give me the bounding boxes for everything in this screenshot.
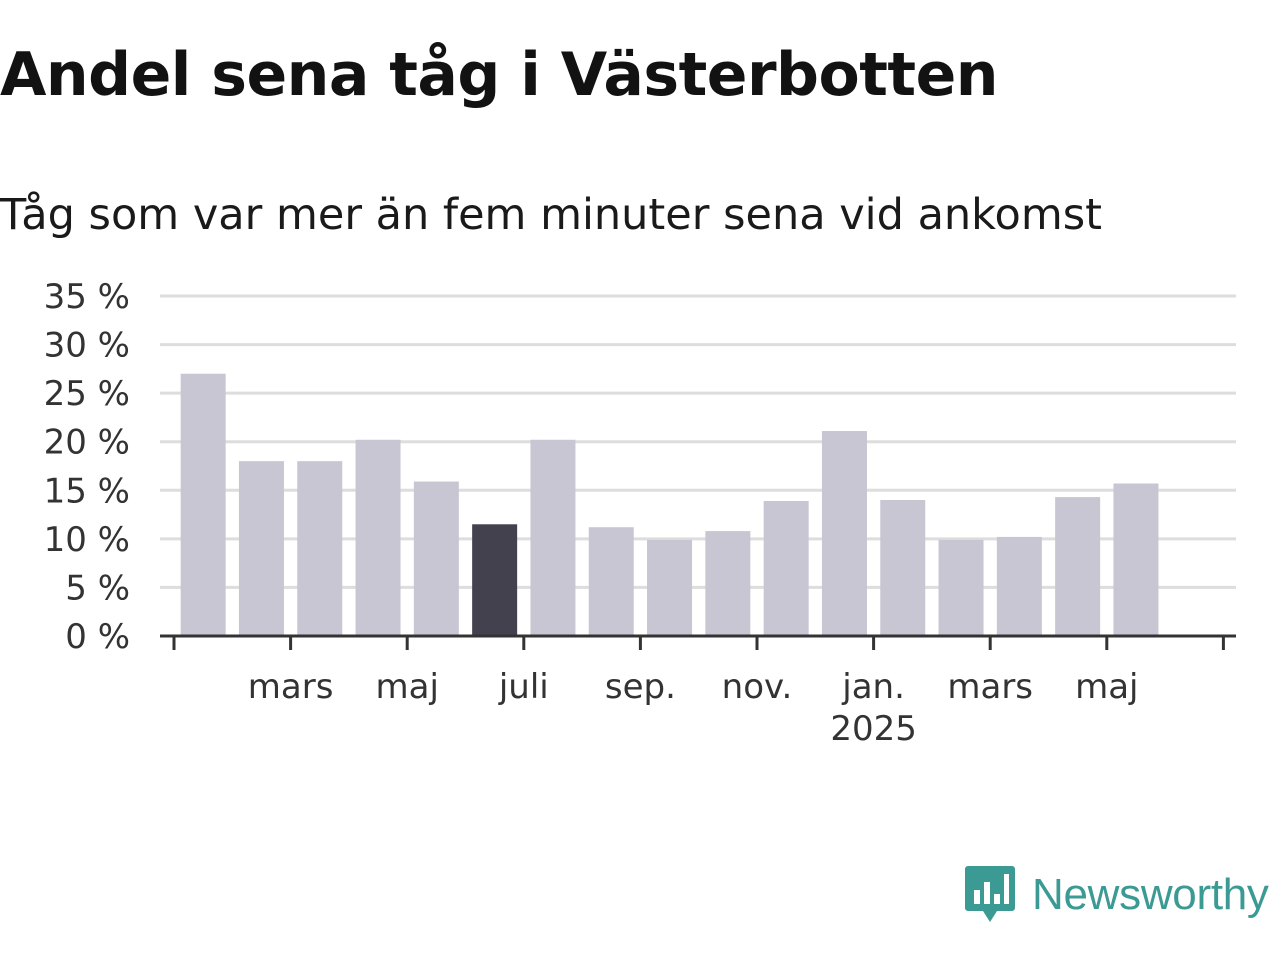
bar-16 xyxy=(1055,497,1101,636)
x-tick-label: mars xyxy=(248,667,334,707)
chart-title: Andel sena tåg i Västerbotten xyxy=(0,40,998,110)
newsworthy-logo-icon xyxy=(965,866,1015,922)
bar-12 xyxy=(821,431,867,636)
bar-6 xyxy=(472,524,518,636)
bar-17 xyxy=(1113,483,1159,636)
x-tick-label: nov. xyxy=(722,667,793,707)
x-tick-label: mars xyxy=(947,667,1033,707)
x-tick-label: juli xyxy=(498,667,549,707)
bar-4 xyxy=(355,439,401,636)
bar-14 xyxy=(938,539,984,636)
bar-2 xyxy=(238,461,284,636)
x-tick-label: sep. xyxy=(605,667,676,707)
bar-3 xyxy=(297,461,343,636)
y-tick-label: 15 % xyxy=(44,471,130,511)
chart-subtitle: Tåg som var mer än fem minuter sena vid … xyxy=(0,190,1103,240)
bar-9 xyxy=(647,539,693,636)
y-tick-label: 0 % xyxy=(65,617,130,657)
y-tick-label: 25 % xyxy=(44,374,130,414)
y-tick-label: 10 % xyxy=(44,520,130,560)
y-tick-label: 20 % xyxy=(44,423,130,463)
x-tick-year-label: 2025 xyxy=(830,709,917,749)
bar-11 xyxy=(763,500,809,636)
bar-7 xyxy=(530,439,576,636)
brand-name: Newsworthy xyxy=(1032,870,1269,919)
x-tick-label: jan. xyxy=(841,667,905,707)
bar-5 xyxy=(413,481,459,636)
bar-8 xyxy=(588,527,634,636)
bar-1 xyxy=(180,373,226,636)
y-tick-label: 35 % xyxy=(44,277,130,317)
x-tick-label: maj xyxy=(375,667,438,707)
bar-10 xyxy=(705,531,751,636)
bar-15 xyxy=(996,536,1042,636)
y-tick-label: 30 % xyxy=(44,326,130,366)
y-tick-label: 5 % xyxy=(65,568,130,608)
x-tick-label: maj xyxy=(1075,667,1138,707)
brand-logo: Newsworthy xyxy=(964,864,1269,926)
bar-13 xyxy=(880,500,926,636)
